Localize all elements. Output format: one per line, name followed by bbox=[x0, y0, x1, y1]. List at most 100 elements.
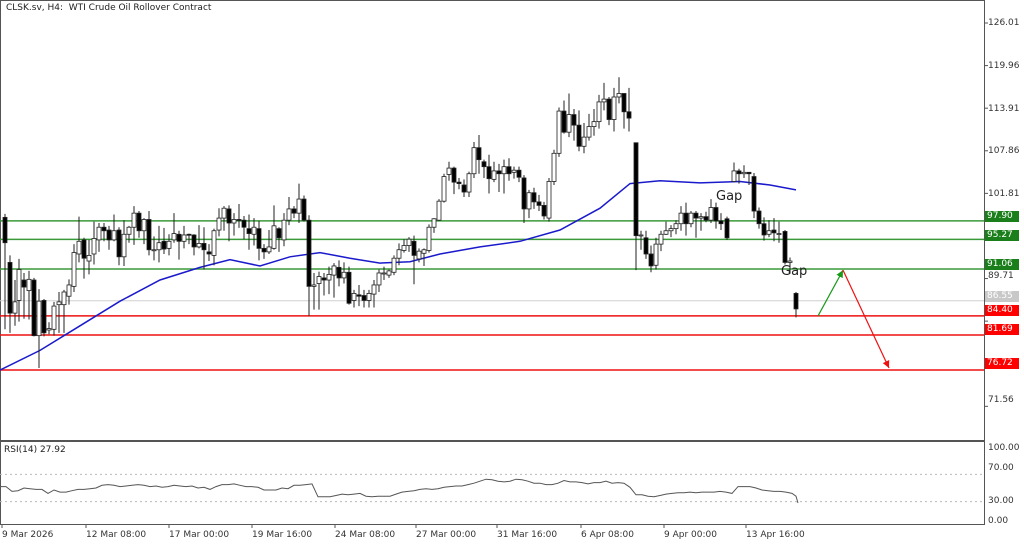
candle bbox=[536, 194, 542, 212]
price-axis-label: 89.71 bbox=[988, 271, 1014, 281]
price-tag-support-2: 81.69 bbox=[985, 324, 1019, 335]
candle bbox=[638, 230, 644, 250]
candle bbox=[316, 271, 322, 310]
candle bbox=[376, 269, 382, 292]
candle bbox=[331, 263, 337, 298]
candle bbox=[146, 211, 152, 256]
candle bbox=[381, 266, 387, 281]
candle bbox=[668, 225, 674, 238]
candle bbox=[746, 171, 752, 185]
candle bbox=[286, 196, 292, 226]
candle bbox=[161, 227, 167, 254]
candle bbox=[476, 135, 482, 174]
price-axis-label: 126.01 bbox=[988, 18, 1020, 28]
candle bbox=[761, 217, 767, 241]
candle bbox=[546, 177, 552, 222]
candle bbox=[724, 216, 730, 240]
candle bbox=[41, 299, 47, 337]
candle bbox=[576, 110, 582, 152]
candle bbox=[136, 211, 142, 238]
candle bbox=[501, 159, 507, 194]
candle bbox=[366, 289, 372, 308]
candle bbox=[116, 227, 122, 266]
time-axis-label: 31 Mar 16:00 bbox=[497, 530, 558, 540]
candle bbox=[787, 257, 793, 274]
candle bbox=[281, 213, 287, 247]
candle bbox=[771, 218, 777, 242]
candle bbox=[551, 149, 557, 185]
candle bbox=[703, 211, 709, 223]
candle bbox=[611, 87, 617, 132]
candle bbox=[643, 230, 649, 259]
candle bbox=[683, 202, 689, 236]
candle bbox=[121, 220, 127, 266]
candle bbox=[261, 244, 267, 259]
candle bbox=[2, 213, 8, 330]
candle bbox=[266, 230, 272, 254]
gap-annotation-2: Gap bbox=[781, 264, 808, 279]
candle bbox=[616, 77, 622, 104]
candle bbox=[301, 195, 307, 222]
rsi-axis-label: 30.00 bbox=[988, 496, 1014, 506]
candle bbox=[456, 177, 462, 190]
candle bbox=[401, 239, 407, 253]
candle bbox=[251, 218, 257, 246]
candle bbox=[71, 244, 77, 292]
candle bbox=[181, 225, 187, 249]
candle bbox=[496, 163, 502, 193]
candle bbox=[486, 154, 492, 194]
candle bbox=[751, 173, 757, 219]
candle bbox=[226, 205, 232, 242]
candle bbox=[246, 214, 252, 250]
time-axis-label: 24 Mar 08:00 bbox=[335, 530, 396, 540]
candle bbox=[201, 227, 207, 270]
candle bbox=[741, 165, 747, 178]
candle bbox=[736, 168, 742, 184]
candle bbox=[196, 225, 202, 249]
rsi-axis-label: 70.00 bbox=[988, 463, 1014, 473]
candle bbox=[648, 245, 654, 273]
candle bbox=[606, 96, 612, 126]
candle bbox=[526, 189, 532, 219]
candle bbox=[356, 284, 362, 307]
candle bbox=[481, 159, 487, 178]
candle bbox=[693, 211, 699, 238]
candle bbox=[596, 94, 602, 129]
candle bbox=[678, 206, 684, 231]
time-axis-label: 9 Mar 2026 bbox=[2, 530, 54, 540]
candle bbox=[151, 236, 157, 261]
time-axis-label: 9 Apr 00:00 bbox=[664, 530, 717, 540]
candlesticks bbox=[2, 77, 799, 369]
candle bbox=[411, 235, 417, 285]
time-axis-label: 13 Apr 16:00 bbox=[746, 530, 805, 540]
candle bbox=[633, 142, 639, 271]
candle bbox=[346, 266, 352, 305]
candle bbox=[276, 227, 282, 252]
candle bbox=[653, 237, 659, 270]
time-axis-label: 17 Mar 00:00 bbox=[169, 530, 230, 540]
candle bbox=[51, 301, 57, 336]
candle bbox=[658, 230, 664, 252]
candle bbox=[7, 255, 13, 333]
time-axis-label: 12 Mar 08:00 bbox=[86, 530, 147, 540]
candle bbox=[793, 291, 799, 318]
candle bbox=[491, 161, 497, 183]
candle bbox=[206, 244, 212, 262]
candle bbox=[756, 207, 762, 229]
candle bbox=[131, 206, 137, 245]
candle bbox=[111, 214, 117, 242]
candle bbox=[708, 199, 714, 224]
rsi-axis-label: 100.00 bbox=[988, 443, 1020, 453]
projection-arrows bbox=[817, 269, 890, 369]
candle bbox=[581, 123, 587, 154]
candle bbox=[421, 248, 427, 266]
candle bbox=[586, 113, 592, 141]
candle bbox=[336, 260, 342, 287]
candle bbox=[396, 243, 402, 266]
candle bbox=[511, 166, 517, 179]
candle bbox=[216, 208, 222, 237]
time-axis-label: 27 Mar 00:00 bbox=[416, 530, 477, 540]
candle bbox=[673, 220, 679, 235]
candle bbox=[776, 221, 782, 243]
